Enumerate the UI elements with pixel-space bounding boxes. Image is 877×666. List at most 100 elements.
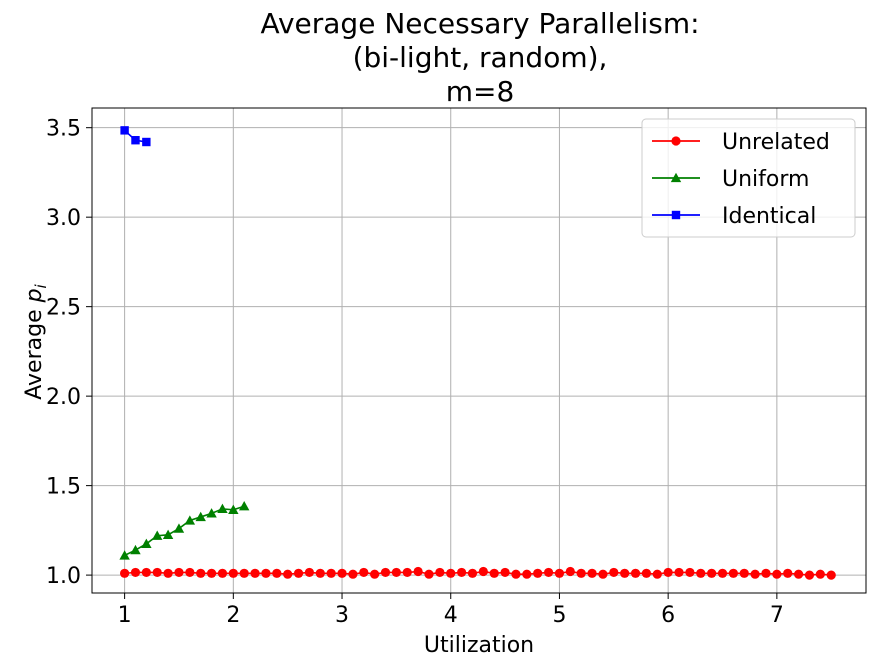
legend: Unrelated Uniform Identical: [641, 118, 856, 238]
y-tick-label: 3.5: [46, 117, 81, 142]
data-point-unrelated: [630, 568, 641, 578]
data-point-unrelated: [261, 568, 271, 578]
data-point-unrelated: [478, 566, 488, 577]
data-point-unrelated: [500, 567, 510, 578]
data-point-unrelated: [533, 568, 543, 578]
x-tick-label: 4: [444, 603, 458, 628]
data-point-unrelated: [696, 568, 706, 578]
data-point-unrelated: [598, 569, 608, 579]
data-point-unrelated: [641, 568, 652, 578]
data-point-unrelated: [326, 568, 336, 578]
series-unrelated: [120, 566, 836, 580]
data-point-identical: [131, 136, 140, 145]
data-point-unrelated: [152, 567, 162, 578]
data-point-uniform: [119, 550, 130, 560]
x-axis-label: Utilization: [424, 633, 534, 658]
data-point-uniform: [173, 523, 185, 533]
data-point-identical: [142, 137, 151, 147]
y-axis-label-var: p: [22, 288, 47, 303]
chart-title-line-3: m=8: [446, 75, 515, 108]
x-tick-label: 5: [552, 603, 566, 628]
data-point-unrelated: [402, 567, 412, 578]
data-point-unrelated: [283, 569, 293, 579]
data-point-uniform: [130, 544, 141, 555]
y-axis-label-prefix: Average: [22, 302, 47, 399]
chart-title-line-2: (bi-light, random),: [353, 41, 608, 74]
x-tick-label: 1: [118, 603, 132, 628]
data-point-unrelated: [337, 568, 347, 578]
data-point-unrelated: [370, 569, 380, 579]
series-line-uniform: [124, 505, 245, 557]
data-point-unrelated: [196, 568, 206, 578]
data-point-unrelated: [348, 569, 358, 579]
legend-item-identical: Identical: [652, 204, 816, 229]
legend-frame: [641, 118, 856, 238]
chart-title: Average Necessary Parallelism: (bi-light…: [260, 7, 699, 108]
data-point-unrelated: [576, 568, 586, 578]
data-point-unrelated: [609, 567, 619, 578]
data-point-unrelated: [522, 569, 532, 579]
data-point-unrelated: [217, 568, 228, 578]
data-point-unrelated: [739, 568, 749, 578]
data-point-identical: [120, 126, 129, 135]
data-point-unrelated: [239, 568, 249, 578]
data-point-unrelated: [424, 569, 434, 579]
x-tick-label: 2: [226, 603, 240, 628]
legend-item-uniform: Uniform: [652, 167, 809, 192]
legend-marker-uniform: [670, 172, 682, 183]
plot-area: [91, 107, 867, 594]
legend-item-unrelated: Unrelated: [652, 130, 830, 155]
data-point-unrelated: [359, 567, 369, 578]
y-tick-label: 3.0: [46, 206, 81, 231]
y-tick-label: 1.0: [46, 564, 81, 589]
y-tick-label: 2.5: [46, 296, 81, 321]
x-axis-ticks: 1 2 3 4 5 6 7: [118, 593, 784, 628]
data-point-unrelated: [467, 568, 478, 578]
data-point-unrelated: [446, 568, 456, 578]
data-point-unrelated: [163, 568, 173, 578]
data-point-unrelated: [685, 567, 695, 578]
data-point-unrelated: [315, 568, 325, 578]
data-point-unrelated: [380, 567, 391, 578]
plot-series: [119, 126, 836, 580]
data-point-unrelated: [565, 566, 575, 577]
data-point-unrelated: [304, 567, 315, 578]
data-point-unrelated: [413, 566, 423, 577]
data-point-unrelated: [120, 568, 130, 578]
data-point-unrelated: [293, 568, 304, 578]
data-point-unrelated: [587, 568, 597, 578]
data-point-uniform: [217, 503, 228, 514]
data-point-unrelated: [130, 567, 141, 578]
x-tick-label: 3: [335, 603, 349, 628]
data-point-uniform: [141, 538, 152, 548]
data-point-unrelated: [804, 570, 815, 580]
data-point-uniform: [206, 508, 217, 518]
data-point-unrelated: [391, 567, 401, 578]
data-point-unrelated: [228, 568, 238, 578]
series-uniform: [119, 501, 250, 560]
legend-label-identical: Identical: [722, 204, 816, 229]
data-point-unrelated: [554, 568, 565, 578]
data-point-unrelated: [728, 568, 738, 578]
data-point-uniform: [228, 504, 239, 514]
data-point-unrelated: [772, 569, 782, 579]
data-point-unrelated: [185, 567, 195, 578]
legend-label-uniform: Uniform: [722, 167, 809, 192]
data-point-unrelated: [174, 567, 184, 578]
y-tick-label: 1.5: [46, 475, 81, 500]
data-point-unrelated: [674, 567, 684, 578]
y-tick-label: 2.0: [46, 385, 81, 410]
data-point-unrelated: [206, 568, 217, 578]
data-point-unrelated: [815, 569, 825, 579]
legend-marker-unrelated: [671, 136, 681, 146]
data-point-unrelated: [272, 568, 282, 578]
y-axis-ticks: 1.0 1.5 2.0 2.5 3.0 3.5: [46, 117, 92, 589]
y-axis-label: Average pi: [22, 283, 50, 399]
data-point-uniform: [162, 529, 174, 539]
data-point-uniform: [195, 511, 206, 522]
data-point-unrelated: [707, 568, 717, 578]
data-point-unrelated: [457, 567, 467, 578]
legend-marker-identical: [671, 210, 681, 220]
data-point-unrelated: [783, 568, 793, 578]
